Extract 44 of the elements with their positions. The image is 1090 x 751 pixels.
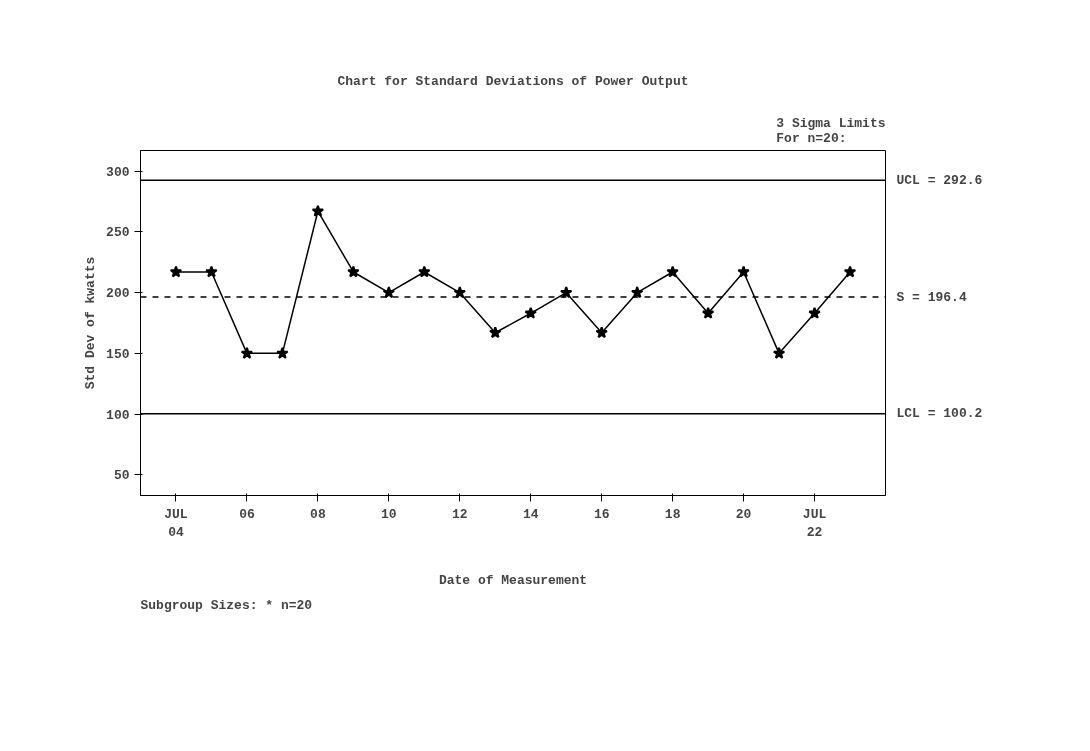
y-tick-label: 150 — [106, 346, 130, 362]
x-axis-title: Date of Measurement — [438, 572, 588, 588]
point — [489, 326, 502, 339]
y-tick-label: 200 — [106, 286, 130, 302]
x-tick-label: 18 — [664, 506, 681, 522]
text: Subgroup Sizes: * n=20 — [140, 597, 313, 613]
y-tick-label: 250 — [106, 225, 130, 241]
point — [418, 265, 431, 278]
chart-title: Chart for Standard Deviations of Power Output — [337, 73, 689, 89]
ref-line-label: LCL = 100.2 — [896, 406, 983, 422]
point — [382, 286, 396, 299]
x-tick-label: 12 — [451, 506, 468, 522]
point — [808, 306, 821, 319]
text: 3 Sigma Limits For n=20: — [776, 115, 886, 146]
point — [559, 286, 573, 299]
point — [276, 346, 289, 359]
x-tick-label: 16 — [593, 506, 610, 522]
point — [347, 265, 360, 278]
point — [595, 326, 608, 339]
point — [169, 265, 183, 278]
point — [630, 286, 644, 299]
x-tick-label: 06 — [239, 506, 255, 522]
point — [666, 265, 679, 278]
x-tick-label: JUL 04 — [164, 506, 188, 540]
point — [240, 346, 254, 359]
x-tick-label: 14 — [522, 506, 539, 522]
ref-line-label: S = 196.4 — [896, 289, 967, 305]
point — [772, 346, 786, 359]
point — [737, 265, 750, 278]
ref-line-label: UCL = 292.6 — [896, 172, 983, 188]
x-tick-label: 10 — [381, 506, 397, 522]
x-tick-label: 08 — [310, 506, 326, 522]
point — [205, 265, 218, 278]
y-tick-label: 100 — [106, 407, 130, 423]
point — [311, 204, 325, 217]
x-tick-label: 20 — [735, 506, 752, 522]
y-axis-title: Std Dev of kwatts — [83, 256, 99, 390]
point — [453, 286, 467, 299]
point — [843, 265, 857, 278]
y-tick-label: 300 — [106, 164, 130, 180]
point — [524, 306, 537, 319]
x-tick-label: JUL 22 — [802, 506, 827, 540]
y-tick-label: 50 — [113, 468, 130, 484]
point — [701, 306, 715, 319]
